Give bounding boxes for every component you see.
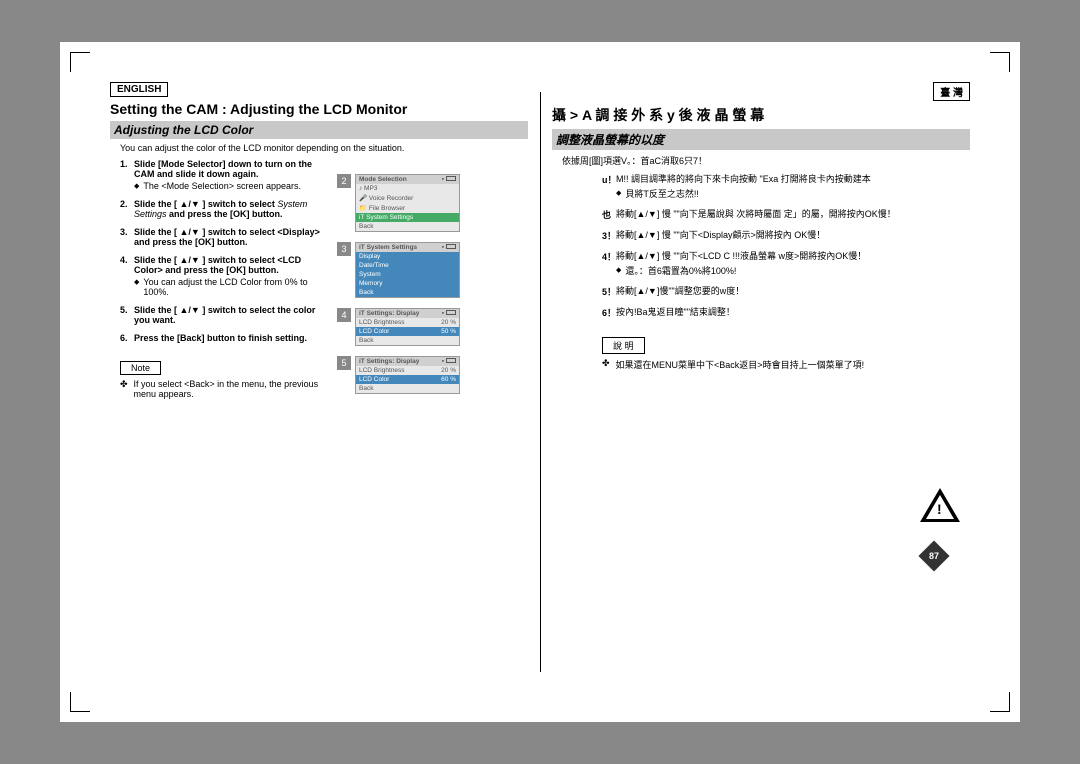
- heading-left: Setting the CAM : Adjusting the LCD Moni…: [110, 101, 528, 117]
- left-column: ENGLISH Setting the CAM : Adjusting the …: [110, 82, 540, 682]
- steps-right: u！ M!! 調目調準將的將向下來卡向按動 "Exa 打開將良卡內按動建本 貝將…: [552, 173, 970, 319]
- lang-english: ENGLISH: [110, 82, 168, 97]
- screen-2: 2 Mode Selection▪ ♪ MP3 🎤 Voice Recorder…: [355, 174, 460, 232]
- heading-right: 攝 > A 調 接 外 系 y 後 液 晶 螢 幕: [552, 105, 970, 125]
- screen-5: 5 iT Settings: Display▪ LCD Brightness20…: [355, 356, 460, 394]
- center-divider: [540, 92, 541, 672]
- steps-left: 1. Slide [Mode Selector] down to turn on…: [110, 159, 320, 343]
- note-label-right: 說 明: [602, 337, 645, 354]
- manual-page: ENGLISH Setting the CAM : Adjusting the …: [60, 42, 1020, 722]
- subheading-left: Adjusting the LCD Color: [110, 121, 528, 139]
- warning-triangle-icon: !: [920, 488, 960, 522]
- lang-taiwan: 臺 灣: [933, 82, 970, 101]
- intro-right: 依據周[圖]項選V。：首aC消取6只7！: [552, 154, 970, 167]
- subheading-right: 調整液晶螢幕的以度: [552, 129, 970, 150]
- note-text-right: 如果還在MENU菜單中下<Back返目>時會目持上一個菜單了項!: [602, 358, 970, 371]
- right-column: 臺 灣 攝 > A 調 接 外 系 y 後 液 晶 螢 幕 調整液晶螢幕的以度 …: [540, 82, 970, 682]
- note-label-left: Note: [120, 361, 161, 375]
- screen-4: 4 iT Settings: Display▪ LCD Brightness20…: [355, 308, 460, 346]
- screen-3: 3 iT System Settings▪ Display Date/Time …: [355, 242, 460, 298]
- screens-column: 2 Mode Selection▪ ♪ MP3 🎤 Voice Recorder…: [355, 174, 460, 404]
- page-number: 87: [923, 545, 945, 567]
- note-text-left: If you select <Back> in the menu, the pr…: [120, 379, 320, 399]
- intro-left: You can adjust the color of the LCD moni…: [110, 143, 528, 153]
